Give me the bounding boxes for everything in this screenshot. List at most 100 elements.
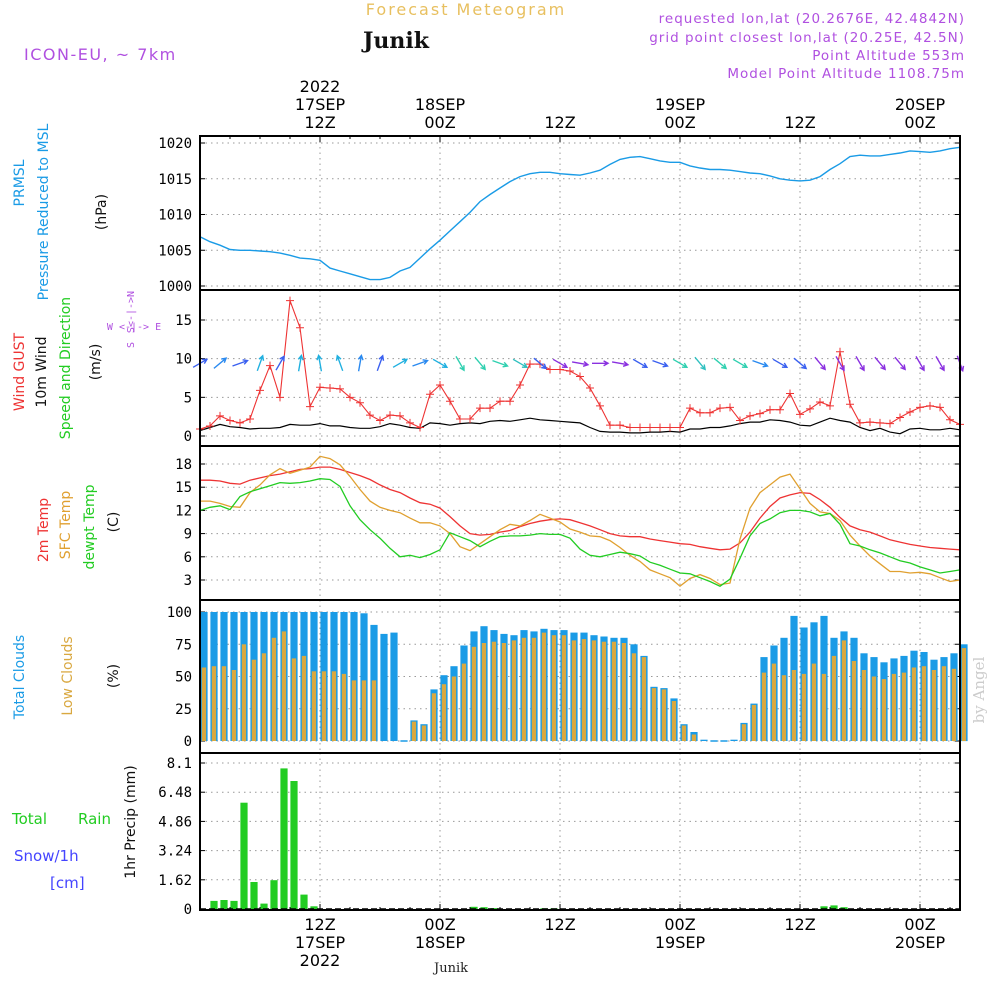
gust-point [736, 416, 744, 425]
station-title: Junik [361, 28, 430, 54]
gust-point [766, 405, 774, 414]
rain-bar [480, 907, 488, 909]
low-clouds-bar [761, 672, 767, 741]
time-label-top: 00Z [664, 113, 695, 132]
model-altitude: Model Point Altitude 1108.75m [727, 66, 965, 82]
time-label-bottom: 12Z [544, 915, 575, 934]
wind-arrow [474, 356, 487, 371]
gust-point [346, 393, 354, 402]
wind-arrow [492, 359, 509, 368]
low-clouds-bar [371, 680, 377, 741]
wind-arrow [935, 356, 945, 372]
low-clouds-bar [751, 704, 757, 741]
y-tick-label: 25 [175, 702, 192, 718]
gust-point [396, 411, 404, 420]
wind-arrow [793, 357, 808, 370]
panel-pressure: 1000 1005 1010 1015 1020 [158, 136, 960, 295]
gust-point [746, 411, 754, 420]
time-label-top: 20SEP [895, 95, 946, 114]
rain-bar [210, 900, 218, 909]
time-label-top: 18SEP [415, 95, 466, 114]
t2m-label: 2m Temp [36, 498, 52, 562]
low-clouds-bar [771, 663, 777, 741]
wind-arrow [533, 357, 548, 370]
low-clouds-bar [861, 670, 867, 741]
y-tick-label: 4.86 [158, 814, 192, 830]
low-clouds-bar [661, 689, 667, 741]
wind-speed-line [199, 417, 961, 435]
low-clouds-bar [581, 639, 587, 741]
rain-bar [240, 802, 248, 909]
rain-bar [300, 894, 308, 909]
low-clouds-bar [521, 637, 527, 741]
gust-point [606, 421, 614, 430]
gust-point [506, 397, 514, 406]
y-tick-label: 1020 [158, 136, 192, 152]
gust-point [676, 423, 684, 432]
gust-point [376, 416, 384, 425]
y-tick-label: 6.48 [158, 785, 192, 801]
gust-point [526, 360, 534, 369]
dewpt-line [199, 478, 961, 587]
wind-arrow [232, 359, 249, 367]
gust-point [206, 421, 214, 430]
low-clouds-bar [821, 673, 827, 741]
gust-point [906, 408, 914, 417]
wind-arrow [772, 358, 789, 369]
compass-s: S [126, 342, 137, 348]
t2m-line [200, 466, 961, 551]
wind-desc-label: Speed and Direction [58, 297, 74, 439]
low-clouds-bar [801, 673, 807, 741]
y-tick-label: 18 [175, 457, 192, 473]
y-tick-label: 0 [184, 902, 192, 918]
y-tick-label: 0 [184, 734, 192, 750]
wind-arrow [552, 358, 569, 369]
low-clouds-bar [651, 688, 657, 741]
precip-unit-label: 1hr Precip (mm) [123, 765, 139, 878]
sfc-temp-line [200, 455, 961, 588]
panel-temperature: 3 6 9 12 15 18 [175, 446, 960, 600]
low-clouds-bar [541, 632, 547, 741]
low-clouds-bar [851, 661, 857, 741]
gust-point [656, 423, 664, 432]
gust-point [426, 390, 434, 399]
low-clouds-bar [791, 670, 797, 741]
wind-arrow [611, 361, 630, 367]
rain-bar [270, 880, 278, 909]
gust-point [876, 418, 884, 427]
low-clouds-bar [951, 668, 957, 741]
wind-unit-label: (m/s) [88, 344, 104, 381]
time-label-top: 12Z [304, 113, 335, 132]
pressure-line [199, 146, 961, 281]
gust-point [776, 405, 784, 414]
total-clouds-bar [700, 739, 708, 741]
gust-point [556, 365, 564, 374]
wind-arrow [855, 356, 865, 372]
low-clouds-bar [591, 640, 597, 741]
time-label-top: 2022 [300, 77, 341, 96]
panel-precip: 0 1.62 3.24 4.86 6.48 8.1 [158, 753, 960, 918]
time-label-top: 00Z [424, 113, 455, 132]
low-clouds-bar [491, 641, 497, 741]
total-clouds-bar [390, 632, 398, 741]
gust-point [516, 380, 524, 389]
gust-point [336, 384, 344, 393]
wind-arrow [335, 354, 344, 372]
gust-point [926, 401, 934, 410]
low-clouds-bar [251, 659, 257, 741]
gust-point [436, 380, 444, 389]
gust-point [686, 404, 694, 413]
rain-bar [260, 903, 268, 909]
low-clouds-bar [211, 666, 217, 741]
gust-point [236, 418, 244, 427]
low-clouds-bar [901, 672, 907, 741]
low-clouds-bar [281, 631, 287, 741]
low-clouds-bar [451, 676, 457, 741]
low-clouds-bar [841, 640, 847, 741]
gust-point [226, 416, 234, 425]
gust-point [246, 414, 254, 423]
gust-point [586, 384, 594, 393]
wind-arrow [376, 354, 385, 372]
low-clouds-bar [551, 635, 557, 741]
wind-arrow [357, 353, 364, 372]
